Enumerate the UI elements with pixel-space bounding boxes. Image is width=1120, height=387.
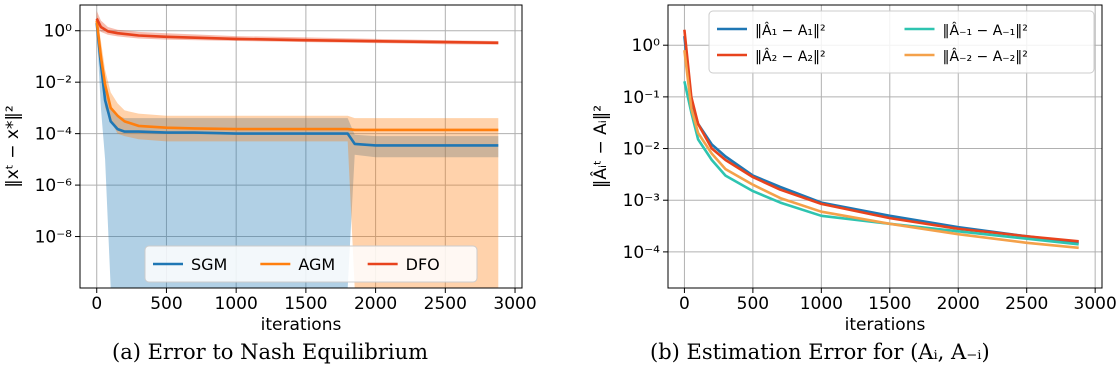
x-tick-label: 2000: [937, 294, 980, 314]
legend-label: SGM: [191, 255, 227, 274]
x-tick-label: 2500: [1005, 294, 1048, 314]
x-tick-label: 2500: [424, 294, 467, 314]
y-tick-label: 10⁻⁸: [35, 228, 73, 248]
y-tick-label: 10⁻⁴: [623, 243, 661, 263]
y-tick-label: 10⁻¹: [623, 88, 660, 108]
y-tick-label: 10⁻⁶: [35, 176, 73, 196]
series-line: [683, 81, 1079, 246]
chart-panel-b: 0 500 1000 1500 2000 2500 3000 10⁰ 10⁻¹ 10⁻² 10⁻³ 1…: [580, 0, 1120, 383]
y-tick-label: 10⁻²: [35, 73, 72, 93]
series-band: [96, 15, 499, 288]
series-line: [95, 22, 499, 147]
series-line: [683, 29, 1079, 243]
x-tick-label: 500: [150, 294, 182, 314]
x-tick-label: 1500: [868, 294, 911, 314]
chart-panel-a: 0 500 1000 1500 2000 2500 3000 10⁰ 10⁻² 10⁻⁴ 10⁻⁶ 1…: [0, 0, 560, 383]
legend-label: ‖Â₋₁ − A₋₁‖²: [943, 21, 1028, 39]
axes-frame: [667, 4, 1103, 289]
x-tick-label: 1000: [215, 294, 258, 314]
caption-a: (a) Error to Nash Equilibrium: [112, 340, 429, 364]
x-tick-label: 1000: [800, 294, 843, 314]
x-tick-label: 0: [679, 294, 690, 314]
legend: SGM AGM DFO: [144, 245, 478, 283]
caption-b: (b) Estimation Error for (Aᵢ, A₋ᵢ): [650, 340, 990, 364]
y-tick-label: 10⁻⁴: [35, 125, 73, 145]
legend-label: ‖Â₋₂ − A₋₂‖²: [943, 47, 1028, 65]
y-tick-label: 10⁰: [632, 36, 661, 56]
y-tick-label: 10⁰: [44, 22, 73, 42]
x-tick-label: 500: [737, 294, 769, 314]
chart-a-svg: 0 500 1000 1500 2000 2500 3000 10⁰ 10⁻² 10⁻⁴ 10⁻⁶ 1…: [3, 4, 537, 335]
x-tick-label: 3000: [493, 294, 536, 314]
x-tick-label: 1500: [284, 294, 327, 314]
y-tick-label: 10⁻³: [623, 191, 660, 211]
series-line: [95, 20, 499, 132]
legend-label: ‖Â₂ − A₂‖²: [755, 47, 826, 65]
legend-label: DFO: [406, 255, 440, 274]
x-tick-label: 3000: [1074, 294, 1117, 314]
legend-box: [144, 245, 478, 283]
legend-label: ‖Â₁ − A₁‖²: [755, 21, 826, 39]
series-band: [96, 12, 499, 288]
chart-b-svg: 0 500 1000 1500 2000 2500 3000 10⁰ 10⁻¹ 10⁻² 10⁻³ 1…: [589, 4, 1117, 335]
series-band: [96, 10, 499, 45]
legend-box: [708, 10, 1095, 74]
x-tick-label: 0: [91, 294, 102, 314]
legend-label: AGM: [298, 255, 335, 274]
x-axis-label: iterations: [261, 315, 342, 335]
legend: ‖Â₁ − A₁‖² ‖Â₂ − A₂‖² ‖Â₋₁ − A₋₁‖² ‖Â₋₂ − A…: [708, 10, 1095, 74]
y-axis-label: ‖Âᵢᵗ − Aᵢ‖²: [589, 105, 611, 188]
x-axis-label: iterations: [845, 315, 926, 335]
plot-area: [95, 10, 499, 288]
x-tick-label: 2000: [354, 294, 397, 314]
series-line: [683, 50, 1079, 250]
plot-area: [683, 29, 1079, 250]
y-axis-label: ‖xᵗ − x*‖²: [3, 105, 23, 188]
y-tick-label: 10⁻²: [623, 140, 660, 160]
series-line: [95, 17, 499, 45]
axes-frame: [79, 4, 523, 289]
